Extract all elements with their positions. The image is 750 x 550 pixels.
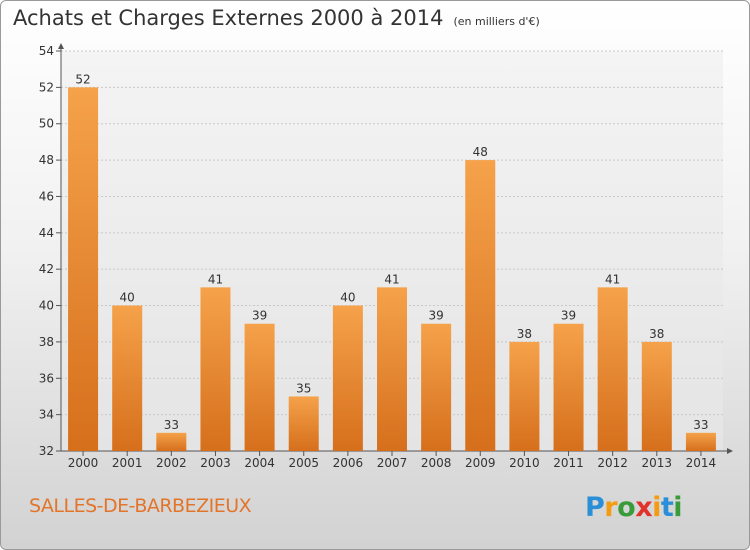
bar-value-label: 39 [252, 309, 267, 323]
town-name: SALLES-DE-BARBEZIEUX [29, 495, 252, 517]
y-tick-label: 46 [39, 189, 54, 203]
bar-value-label: 38 [649, 327, 664, 341]
bar-value-label: 52 [75, 72, 90, 86]
bar [68, 87, 99, 451]
bar [685, 432, 716, 451]
y-tick-label: 52 [39, 80, 54, 94]
x-tick-label: 2001 [112, 456, 143, 470]
bar-value-label: 40 [340, 291, 355, 305]
bar-value-label: 39 [561, 309, 576, 323]
x-tick-label: 2005 [288, 456, 319, 470]
x-tick-label: 2008 [421, 456, 452, 470]
bars [68, 87, 716, 451]
x-tick-label: 2006 [333, 456, 364, 470]
bar-value-label: 40 [120, 291, 135, 305]
y-tick-label: 50 [39, 117, 54, 131]
bar-value-label: 35 [296, 381, 311, 395]
bar [641, 341, 672, 451]
x-tick-label: 2003 [200, 456, 231, 470]
bar [377, 287, 407, 451]
x-tick-label: 2007 [377, 456, 408, 470]
svg-text:Proxiti: Proxiti [585, 492, 682, 523]
x-tick-label: 2010 [509, 456, 540, 470]
y-axis-arrow [58, 43, 64, 49]
bar [509, 341, 540, 451]
bar-value-label: 39 [428, 309, 443, 323]
x-tick-label: 2009 [465, 456, 496, 470]
y-tick-label: 34 [39, 408, 54, 422]
chart-title-text: Achats et Charges Externes 2000 à 2014 [13, 6, 444, 30]
tick-labels: 32 34 36 38 40 42 44 46 48 50 52 54 2000 2001 2002 2003… [39, 44, 716, 470]
bar-value-label: 38 [517, 327, 532, 341]
x-axis-arrow [727, 448, 733, 454]
bar [553, 323, 584, 451]
x-tick-label: 2002 [156, 456, 187, 470]
x-tick-label: 2013 [642, 456, 673, 470]
x-tick-label: 2014 [686, 456, 717, 470]
bar [597, 287, 628, 451]
x-tick-label: 2000 [68, 456, 99, 470]
y-tick-label: 36 [39, 371, 54, 385]
bar [421, 323, 452, 451]
proxiti-logo: Proxiti [585, 492, 683, 523]
y-tick-label: 32 [39, 444, 54, 458]
chart-title: Achats et Charges Externes 2000 à 2014 (e… [13, 6, 540, 30]
data-labels: 52 40 33 41 39 35 40 41 39 48 38 39 41 38 33 [75, 72, 708, 431]
bar [332, 305, 363, 451]
y-tick-label: 40 [39, 299, 54, 313]
y-tick-label: 48 [39, 153, 54, 167]
bar-value-label: 41 [384, 272, 399, 286]
x-tick-label: 2004 [244, 456, 275, 470]
bar [244, 323, 275, 451]
y-tick-label: 38 [39, 335, 54, 349]
bar-value-label: 41 [605, 272, 620, 286]
x-tick-label: 2011 [553, 456, 584, 470]
bar-value-label: 33 [164, 418, 179, 432]
bar-value-label: 33 [693, 418, 708, 432]
bar [465, 160, 496, 451]
y-tick-label: 44 [39, 226, 54, 240]
bar [156, 432, 187, 451]
bar-value-label: 41 [208, 272, 223, 286]
bar [200, 287, 231, 451]
y-tick-label: 54 [39, 44, 54, 58]
x-tick-label: 2012 [597, 456, 628, 470]
bar [112, 305, 143, 451]
y-tick-label: 42 [39, 262, 54, 276]
bar-value-label: 48 [473, 145, 488, 159]
bar [288, 396, 319, 451]
chart-subtitle: (en milliers d'€) [453, 15, 540, 28]
